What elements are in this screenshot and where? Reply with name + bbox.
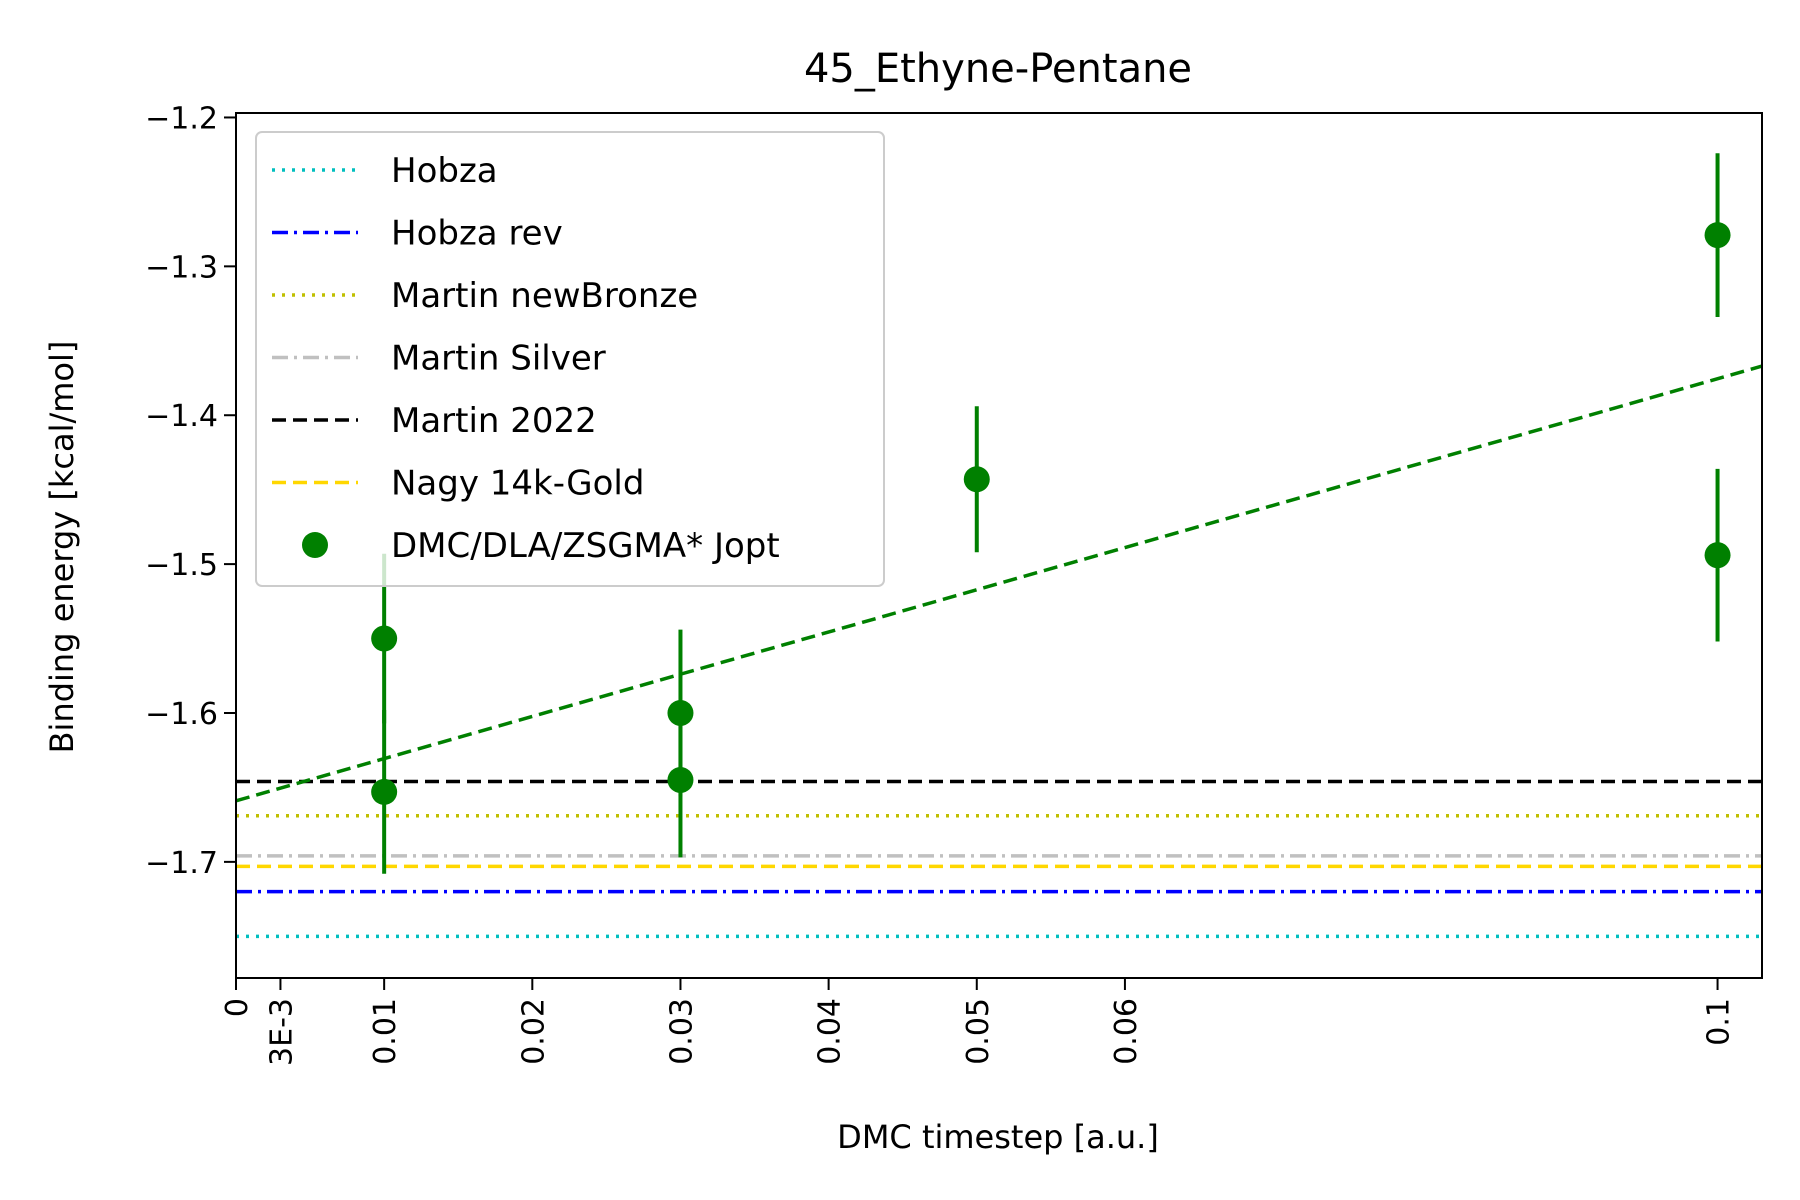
x-tick-label: 0.04 <box>813 998 848 1065</box>
data-point-2 <box>371 778 398 805</box>
x-tick-label: 0.01 <box>368 998 403 1065</box>
y-axis-title: Binding energy [kcal/mol] <box>43 341 81 754</box>
y-tick-label: −1.4 <box>145 399 218 434</box>
y-tick-label: −1.3 <box>145 250 218 285</box>
chart-title: 45_Ethyne-Pentane <box>804 46 1192 92</box>
x-tick-label: 0.06 <box>1109 998 1144 1065</box>
x-axis-title: DMC timestep [a.u.] <box>837 1118 1159 1156</box>
y-tick-label: −1.7 <box>145 846 218 881</box>
x-tick-label: 0.05 <box>961 998 996 1065</box>
x-tick-label: 0.1 <box>1702 998 1737 1046</box>
x-tick-label: 0 <box>220 998 255 1017</box>
data-point-1 <box>371 625 398 652</box>
legend-label-martin-silver: Martin Silver <box>391 339 606 379</box>
y-tick-label: −1.6 <box>145 697 218 732</box>
plot-contents <box>236 153 1762 939</box>
data-point-7 <box>1704 542 1731 569</box>
fit-line <box>236 364 1762 803</box>
x-tick-label: 0.02 <box>516 998 551 1065</box>
plot-area: 0 3E-3 0.01 0.02 0.03 0.04 0.05 0.06 0.1 −1.2 −1.3… <box>145 101 1763 1066</box>
legend-label-nagy-14k-gold: Nagy 14k-Gold <box>391 464 644 504</box>
legend-box <box>255 131 885 587</box>
legend: Hobza Hobza rev Martin newBronze Martin Sil… <box>255 131 885 587</box>
legend-label-hobza: Hobza <box>391 151 498 191</box>
legend-label-hobza-rev: Hobza rev <box>391 214 563 254</box>
legend-label-dmc-dla-zsgma-jopt: DMC/DLA/ZSGMA* Jopt <box>391 526 780 566</box>
legend-label-martin-2022: Martin 2022 <box>391 401 597 441</box>
legend-label-martin-newbronze: Martin newBronze <box>391 276 698 316</box>
x-tick-label: 0.03 <box>664 998 699 1065</box>
data-point-4 <box>667 766 694 793</box>
y-tick-label: −1.2 <box>145 101 218 136</box>
legend-swatch-dmc-dla-zsgma-jopt <box>302 532 328 558</box>
data-point-5 <box>963 466 990 493</box>
y-tick-label: −1.5 <box>145 548 218 583</box>
x-tick-label: 3E-3 <box>264 998 299 1066</box>
axes-frame <box>235 112 1763 979</box>
data-point-6 <box>1704 222 1731 249</box>
